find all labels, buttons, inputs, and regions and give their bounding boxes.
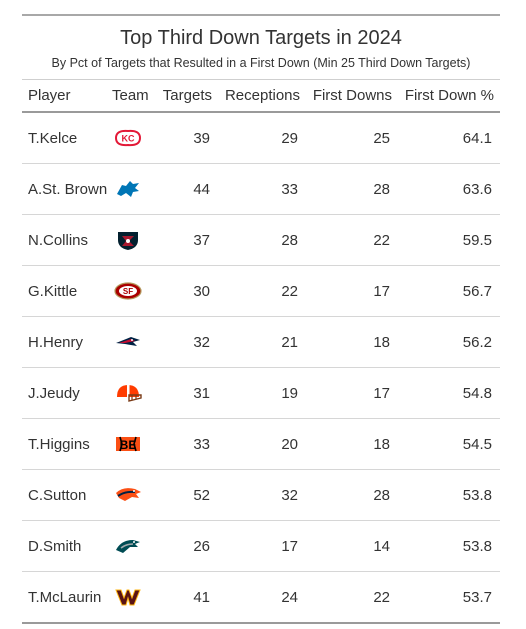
team-logo: BE <box>112 418 158 470</box>
column-header-receptions: Receptions <box>218 80 306 113</box>
team-logo <box>112 163 158 215</box>
first-down-pct-value: 53.8 <box>398 469 500 521</box>
table-row: N.Collins 37 28 22 59.5 <box>22 214 500 266</box>
first-down-pct-value: 56.7 <box>398 265 500 317</box>
first-downs-value: 18 <box>306 316 398 368</box>
table-row: T.Higgins BE 33 20 18 54.5 <box>22 418 500 470</box>
team-logo <box>112 316 158 368</box>
third-down-targets-table: Player Team Targets Receptions First Dow… <box>22 80 500 624</box>
first-downs-value: 18 <box>306 418 398 470</box>
team-logo: SF <box>112 265 158 317</box>
first-downs-value: 17 <box>306 367 398 419</box>
header-rule <box>22 79 500 80</box>
targets-value: 52 <box>158 469 218 521</box>
receptions-value: 28 <box>218 214 306 266</box>
first-downs-value: 25 <box>306 112 398 164</box>
bengals-logo-icon: BE <box>113 432 143 456</box>
team-logo: KC <box>112 112 158 164</box>
team-logo <box>112 520 158 572</box>
lions-logo-icon <box>113 177 143 201</box>
first-downs-value: 22 <box>306 214 398 266</box>
receptions-value: 24 <box>218 571 306 624</box>
column-header-targets: Targets <box>158 80 218 113</box>
svg-text:BE: BE <box>120 438 137 452</box>
first-down-pct-value: 54.8 <box>398 367 500 419</box>
first-down-pct-value: 53.8 <box>398 520 500 572</box>
patriots-logo-icon <box>113 330 143 354</box>
first-downs-value: 17 <box>306 265 398 317</box>
browns-logo-icon <box>113 381 143 405</box>
table-row: C.Sutton 52 32 28 53.8 <box>22 469 500 521</box>
table-row: G.Kittle SF 30 22 17 56.7 <box>22 265 500 317</box>
table-row: T.Kelce KC 39 29 25 64.1 <box>22 112 500 164</box>
player-name: C.Sutton <box>22 469 112 521</box>
receptions-value: 17 <box>218 520 306 572</box>
table-row: D.Smith 26 17 14 53.8 <box>22 520 500 572</box>
table-row: H.Henry 32 21 18 56.2 <box>22 316 500 368</box>
first-down-pct-value: 53.7 <box>398 571 500 624</box>
player-name: D.Smith <box>22 520 112 572</box>
column-header-first-down-pct: First Down % <box>398 80 500 113</box>
first-down-pct-value: 63.6 <box>398 163 500 215</box>
table-subtitle: By Pct of Targets that Resulted in a Fir… <box>51 56 471 70</box>
svg-text:SF: SF <box>123 287 133 296</box>
targets-value: 30 <box>158 265 218 317</box>
first-down-pct-value: 56.2 <box>398 316 500 368</box>
column-header-team: Team <box>112 80 158 113</box>
first-downs-value: 14 <box>306 520 398 572</box>
player-name: J.Jeudy <box>22 367 112 419</box>
first-down-pct-value: 59.5 <box>398 214 500 266</box>
header-row: Player Team Targets Receptions First Dow… <box>22 80 500 113</box>
team-logo <box>112 367 158 419</box>
targets-value: 37 <box>158 214 218 266</box>
player-name: A.St. Brown <box>22 163 112 215</box>
receptions-value: 32 <box>218 469 306 521</box>
receptions-value: 29 <box>218 112 306 164</box>
player-name: T.McLaurin <box>22 571 112 624</box>
49ers-logo-icon: SF <box>113 279 143 303</box>
stats-table-container: Top Third Down Targets in 2024 By Pct of… <box>22 14 500 624</box>
first-downs-value: 28 <box>306 163 398 215</box>
targets-value: 41 <box>158 571 218 624</box>
broncos-logo-icon <box>113 483 143 507</box>
table-row: A.St. Brown 44 33 28 63.6 <box>22 163 500 215</box>
column-header-player: Player <box>22 80 112 113</box>
receptions-value: 22 <box>218 265 306 317</box>
first-downs-value: 22 <box>306 571 398 624</box>
table-row: T.McLaurin 41 24 22 53.7 <box>22 571 500 624</box>
first-down-pct-value: 64.1 <box>398 112 500 164</box>
targets-value: 32 <box>158 316 218 368</box>
player-name: T.Kelce <box>22 112 112 164</box>
eagles-logo-icon <box>113 534 143 558</box>
receptions-value: 33 <box>218 163 306 215</box>
targets-value: 39 <box>158 112 218 164</box>
player-name: H.Henry <box>22 316 112 368</box>
receptions-value: 21 <box>218 316 306 368</box>
team-logo <box>112 469 158 521</box>
table-row: J.Jeudy 31 19 17 54.8 <box>22 367 500 419</box>
targets-value: 26 <box>158 520 218 572</box>
first-down-pct-value: 54.5 <box>398 418 500 470</box>
svg-text:KC: KC <box>122 134 135 144</box>
column-header-first-downs: First Downs <box>306 80 398 113</box>
first-downs-value: 28 <box>306 469 398 521</box>
receptions-value: 20 <box>218 418 306 470</box>
commanders-logo-icon <box>113 585 143 609</box>
targets-value: 44 <box>158 163 218 215</box>
texans-logo-icon <box>113 228 143 252</box>
chiefs-logo-icon: KC <box>113 126 143 150</box>
receptions-value: 19 <box>218 367 306 419</box>
targets-value: 33 <box>158 418 218 470</box>
top-rule <box>22 14 500 16</box>
player-name: N.Collins <box>22 214 112 266</box>
table-title: Top Third Down Targets in 2024 <box>120 27 402 49</box>
player-name: T.Higgins <box>22 418 112 470</box>
team-logo <box>112 571 158 624</box>
player-name: G.Kittle <box>22 265 112 317</box>
team-logo <box>112 214 158 266</box>
targets-value: 31 <box>158 367 218 419</box>
